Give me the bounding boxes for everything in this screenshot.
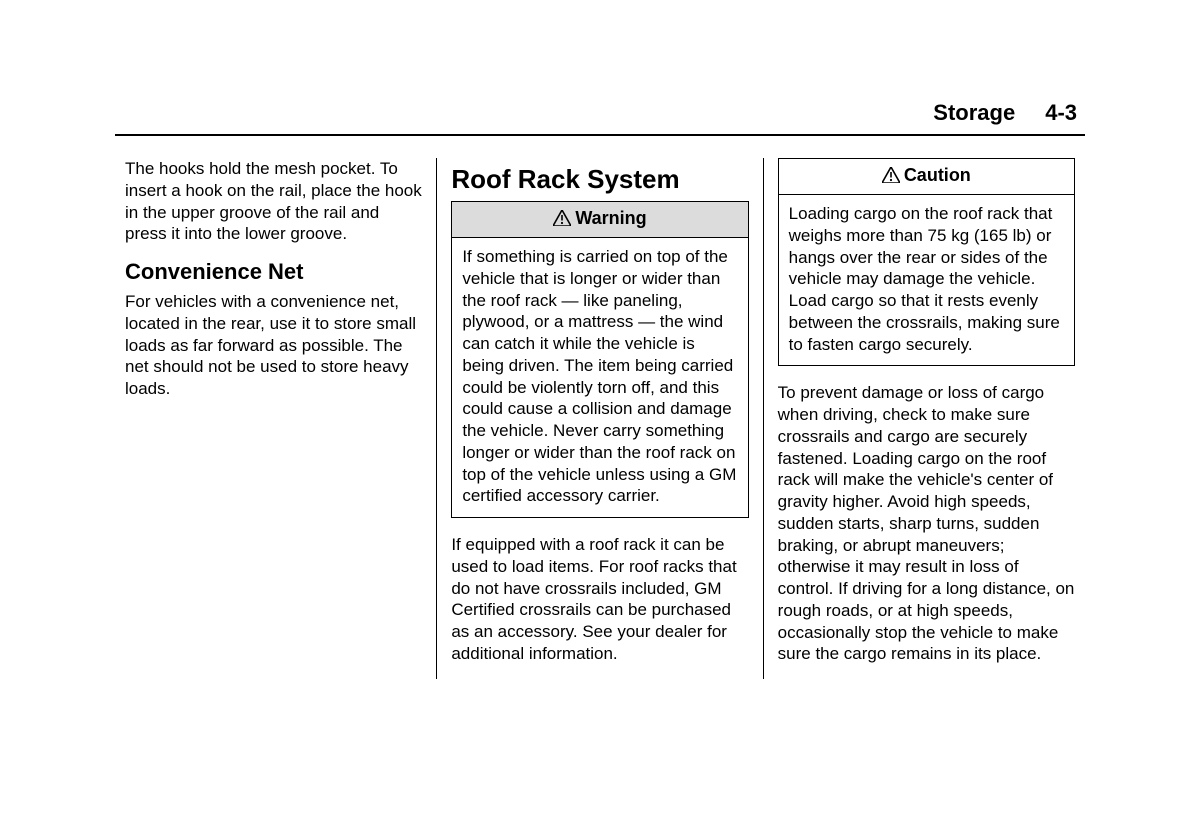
column-3: Caution Loading cargo on the roof rack t… xyxy=(764,158,1085,679)
warning-body: If something is carried on top of the ve… xyxy=(452,238,747,517)
convenience-net-heading: Convenience Net xyxy=(125,259,422,285)
header-section-label: Storage xyxy=(933,100,1015,126)
caution-body: Loading cargo on the roof rack that weig… xyxy=(779,195,1074,365)
roof-rack-heading: Roof Rack System xyxy=(451,164,748,195)
caution-label: Caution xyxy=(904,165,971,185)
warning-header: Warning xyxy=(452,202,747,238)
page-header: Storage 4-3 xyxy=(115,100,1085,126)
header-divider xyxy=(115,134,1085,136)
column-1: The hooks hold the mesh pocket. To inser… xyxy=(115,158,436,679)
column-2: Roof Rack System Warning If something is… xyxy=(437,158,762,679)
convenience-net-body: For vehicles with a convenience net, loc… xyxy=(125,291,422,400)
caution-header: Caution xyxy=(779,159,1074,195)
caution-callout: Caution Loading cargo on the roof rack t… xyxy=(778,158,1075,366)
warning-label: Warning xyxy=(575,208,646,228)
intro-paragraph: The hooks hold the mesh pocket. To inser… xyxy=(125,158,422,245)
warning-callout: Warning If something is carried on top o… xyxy=(451,201,748,518)
warning-triangle-icon xyxy=(553,210,571,231)
caution-triangle-icon xyxy=(882,167,900,188)
header-page-number: 4-3 xyxy=(1045,100,1077,126)
after-caution-paragraph: To prevent damage or loss of cargo when … xyxy=(778,382,1075,665)
content-columns: The hooks hold the mesh pocket. To inser… xyxy=(115,158,1085,679)
after-warning-paragraph: If equipped with a roof rack it can be u… xyxy=(451,534,748,665)
